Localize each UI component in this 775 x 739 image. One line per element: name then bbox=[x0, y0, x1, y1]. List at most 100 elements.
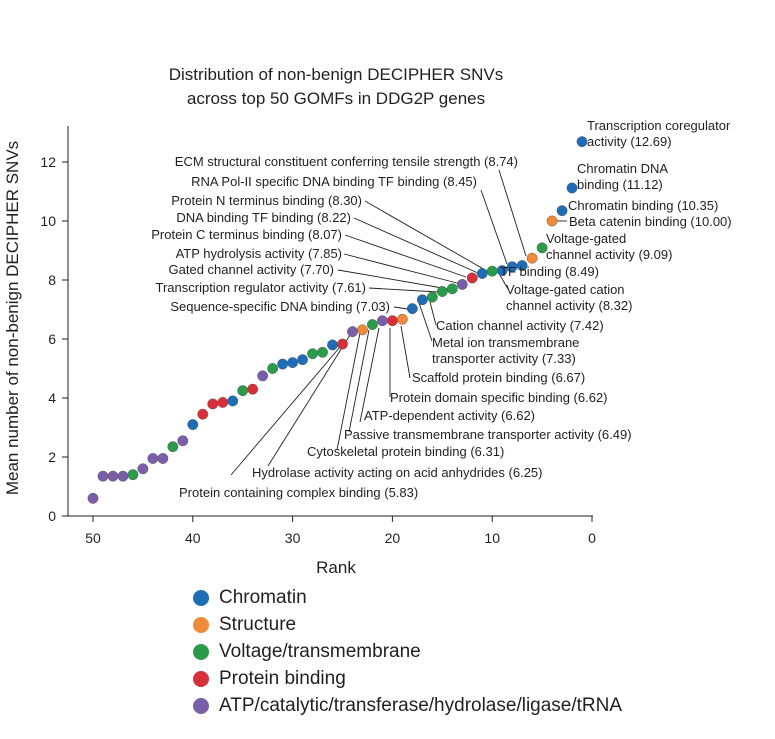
data-point[interactable] bbox=[367, 319, 378, 330]
data-point[interactable] bbox=[446, 283, 458, 295]
data-point[interactable] bbox=[566, 182, 578, 194]
data-point[interactable] bbox=[546, 215, 558, 227]
annotation-line: activity (12.69) bbox=[587, 134, 672, 149]
legend-label: Chromatin bbox=[219, 586, 307, 608]
annotation-line: Metal ion transmembrane bbox=[432, 335, 579, 350]
y-tick-label: 10 bbox=[40, 213, 56, 229]
x-tick-label: 0 bbox=[588, 530, 596, 546]
point-annotation: Cation channel activity (7.42) bbox=[436, 318, 604, 333]
data-point[interactable] bbox=[177, 435, 189, 447]
x-axis-label: Rank bbox=[316, 558, 356, 577]
annotation-line: transporter activity (7.33) bbox=[432, 351, 576, 366]
annotation-leader-line bbox=[267, 334, 351, 467]
legend-label: Voltage/transmembrane bbox=[219, 640, 421, 662]
data-point[interactable] bbox=[556, 205, 568, 217]
annotation-line: Protein N terminus binding (8.30) bbox=[171, 193, 362, 208]
point-annotation: Protein containing complex binding (5.83… bbox=[179, 485, 418, 500]
data-point[interactable] bbox=[307, 348, 318, 360]
point-annotation: Chromatin binding (10.35) bbox=[568, 198, 718, 213]
legend-item-protein-binding[interactable]: Protein binding bbox=[193, 665, 622, 692]
data-point[interactable] bbox=[377, 315, 388, 327]
annotation-leader-line bbox=[336, 332, 361, 451]
data-point[interactable] bbox=[97, 470, 109, 482]
data-point[interactable] bbox=[576, 136, 588, 148]
legend-item-chromatin[interactable]: Chromatin bbox=[193, 584, 622, 611]
data-point[interactable] bbox=[357, 324, 368, 336]
data-point[interactable] bbox=[386, 315, 398, 327]
legend-swatch bbox=[193, 697, 209, 714]
annotation-line: ATP hydrolysis activity (7.85) bbox=[176, 246, 342, 261]
data-point[interactable] bbox=[526, 252, 538, 264]
data-point[interactable] bbox=[536, 242, 548, 254]
data-point[interactable] bbox=[476, 268, 488, 279]
data-point[interactable] bbox=[347, 326, 358, 338]
legend-item-atp-catalytic[interactable]: ATP/catalytic/transferase/hydrolase/liga… bbox=[193, 692, 622, 719]
data-point[interactable] bbox=[396, 313, 408, 325]
annotation-leader-line bbox=[428, 297, 437, 326]
data-point[interactable] bbox=[217, 397, 229, 408]
point-annotation: Hydrolase activity acting on acid anhydr… bbox=[252, 465, 542, 480]
annotation-line: Scaffold protein binding (6.67) bbox=[412, 370, 585, 385]
data-point[interactable] bbox=[406, 303, 418, 315]
data-point[interactable] bbox=[247, 383, 259, 395]
data-point[interactable] bbox=[167, 441, 179, 453]
data-point[interactable] bbox=[157, 453, 169, 464]
point-annotation: ATP hydrolysis activity (7.85) bbox=[176, 246, 342, 261]
chart-title-line: across top 50 GOMFs in DDG2P genes bbox=[187, 89, 485, 108]
data-point[interactable] bbox=[506, 261, 518, 273]
data-point[interactable] bbox=[147, 453, 159, 464]
data-point[interactable] bbox=[426, 291, 438, 303]
annotation-line: DNA binding TF binding (8.22) bbox=[176, 210, 351, 225]
annotation-leader-line bbox=[337, 269, 449, 290]
chart-title-line: Distribution of non-benign DECIPHER SNVs bbox=[169, 65, 503, 84]
annotation-line: Protein containing complex binding (5.83… bbox=[179, 485, 418, 500]
y-tick-label: 12 bbox=[40, 154, 56, 170]
annotation-line: RNA Pol-II specific DNA binding TF bindi… bbox=[191, 174, 477, 189]
y-tick-label: 8 bbox=[48, 272, 56, 288]
annotation-line: Transcription coregulator bbox=[587, 118, 731, 133]
annotation-leader-line bbox=[368, 287, 439, 293]
data-point[interactable] bbox=[277, 358, 289, 370]
point-annotation: Protein N terminus binding (8.30) bbox=[171, 193, 362, 208]
data-point[interactable] bbox=[337, 338, 348, 350]
data-point[interactable] bbox=[287, 357, 298, 368]
annotation-line: Transcription regulator activity (7.61) bbox=[156, 280, 367, 295]
data-point[interactable] bbox=[466, 272, 478, 284]
x-tick-label: 30 bbox=[285, 530, 301, 546]
data-point[interactable] bbox=[207, 398, 219, 410]
chart-title: Distribution of non-benign DECIPHER SNVs… bbox=[169, 65, 503, 108]
data-point[interactable] bbox=[107, 470, 119, 482]
point-annotation: Sequence-specific DNA binding (7.03) bbox=[170, 299, 390, 314]
data-point[interactable] bbox=[127, 469, 139, 481]
data-point[interactable] bbox=[237, 385, 249, 397]
legend-label: ATP/catalytic/transferase/hydrolase/liga… bbox=[219, 694, 623, 716]
legend-swatch bbox=[193, 589, 209, 606]
annotation-line: Protein C terminus binding (8.07) bbox=[151, 227, 342, 242]
data-point[interactable] bbox=[187, 419, 199, 430]
data-point[interactable] bbox=[87, 492, 99, 504]
data-point[interactable] bbox=[456, 279, 468, 290]
data-point[interactable] bbox=[267, 363, 279, 374]
y-tick-label: 4 bbox=[48, 390, 56, 406]
point-annotation: RNA Pol-II specific DNA binding TF bindi… bbox=[191, 174, 477, 189]
data-point[interactable] bbox=[416, 294, 428, 306]
data-point[interactable] bbox=[327, 339, 338, 351]
annotation-leader-line bbox=[498, 169, 527, 257]
data-point[interactable] bbox=[257, 370, 269, 382]
annotation-leader-line bbox=[353, 217, 479, 274]
legend-item-structure[interactable]: Structure bbox=[193, 611, 622, 638]
data-point[interactable] bbox=[317, 346, 328, 358]
legend-item-voltage-transmembrane[interactable]: Voltage/transmembrane bbox=[193, 638, 622, 665]
legend-swatch bbox=[193, 670, 209, 687]
data-point[interactable] bbox=[117, 470, 129, 482]
data-point[interactable] bbox=[486, 265, 498, 277]
point-annotation: Gated channel activity (7.70) bbox=[169, 262, 334, 277]
data-point[interactable] bbox=[297, 354, 308, 366]
point-annotation: Transcription coregulator activity (12.69… bbox=[587, 118, 731, 149]
data-point[interactable] bbox=[227, 395, 239, 407]
data-point[interactable] bbox=[197, 408, 209, 420]
annotation-leader-line bbox=[418, 302, 433, 342]
y-tick-label: 6 bbox=[48, 331, 56, 347]
data-point[interactable] bbox=[436, 286, 448, 297]
data-point[interactable] bbox=[137, 463, 149, 475]
